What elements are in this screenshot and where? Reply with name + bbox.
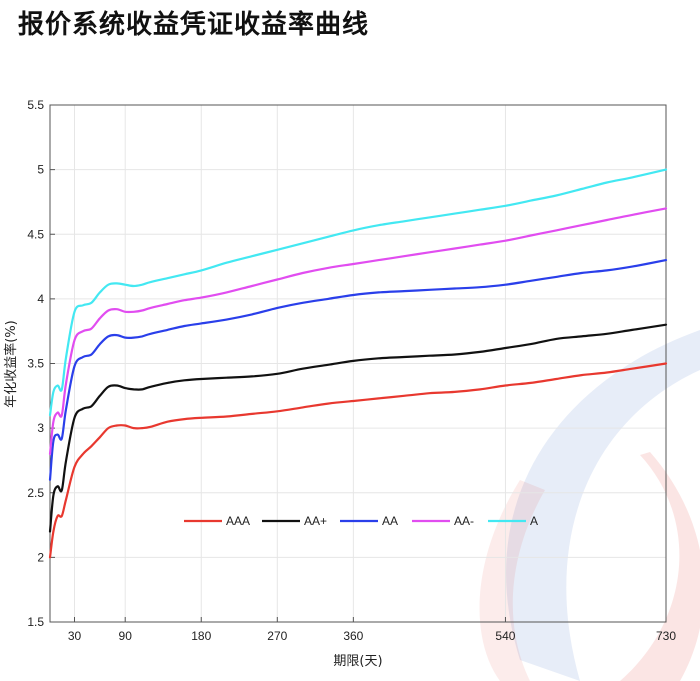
y-tick-label: 1.5	[27, 615, 44, 629]
y-axis-title: 年化收益率(%)	[3, 320, 19, 408]
chart-axes: 30 90 180 270 360 540 730 1.5 2 2.5 3 3.5 4 4.5 5 5.5	[27, 98, 676, 643]
x-tick-label: 730	[656, 629, 676, 643]
chart-grid	[50, 104, 667, 623]
series-line-aa-minus	[48, 207, 668, 456]
series-line-aa	[48, 259, 668, 481]
y-tick-label: 4.5	[27, 227, 44, 241]
x-axis-title: 期限(天)	[333, 654, 382, 669]
watermark-red-swoosh	[620, 452, 700, 681]
series-line-a	[48, 168, 668, 417]
y-tick-label: 5	[37, 163, 44, 177]
legend-label-aa-plus: AA+	[304, 514, 327, 528]
series-line-aaa	[48, 362, 668, 559]
y-tick-label: 2.5	[27, 486, 44, 500]
y-tick-label: 4	[37, 292, 44, 306]
x-tick-label: 30	[68, 629, 82, 643]
legend-label-aa-minus: AA-	[454, 514, 474, 528]
x-tick-label: 540	[495, 629, 515, 643]
chart-legend: AAA AA+ AA AA- A	[184, 514, 538, 528]
watermark-red-swoosh	[479, 480, 545, 681]
y-tick-label: 3.5	[27, 357, 44, 371]
x-tick-label: 180	[191, 629, 211, 643]
legend-label-a: A	[530, 514, 538, 528]
legend-label-aa: AA	[382, 514, 398, 528]
chart-series	[48, 168, 668, 559]
y-tick-label: 5.5	[27, 98, 44, 112]
page-title: 报价系统收益凭证收益率曲线	[18, 10, 370, 40]
series-line-aa-plus	[48, 323, 668, 533]
x-tick-label: 360	[343, 629, 363, 643]
watermark-logo	[479, 330, 700, 681]
legend-label-aaa: AAA	[226, 514, 250, 528]
x-tick-label: 270	[267, 629, 287, 643]
x-tick-label: 90	[119, 629, 133, 643]
watermark-blue-swoosh	[506, 330, 700, 681]
y-tick-label: 3	[37, 421, 44, 435]
y-tick-label: 2	[37, 550, 44, 564]
